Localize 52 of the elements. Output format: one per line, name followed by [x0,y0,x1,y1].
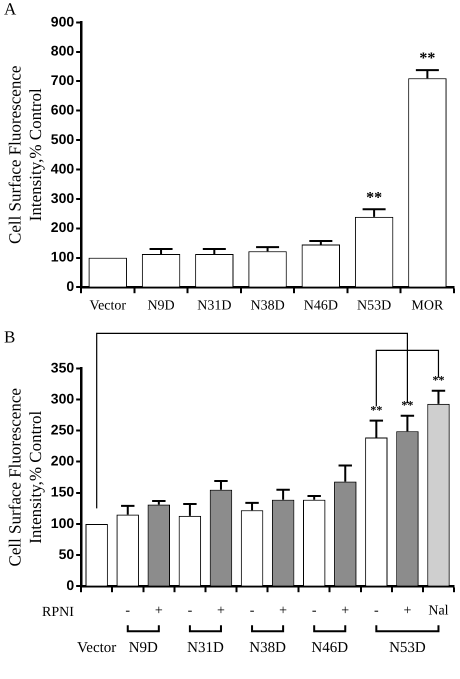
y-tick-label: 0 [66,278,74,294]
x-tick-label: N46D [304,298,338,314]
y-tick-label: 700 [50,72,74,88]
x-tick-label: + [341,603,350,618]
text: N9D [128,640,158,656]
text: RPNI [42,604,74,620]
text: N46D [311,640,348,656]
x-tick-label: + [279,603,288,618]
x-tick-label: Vector [90,298,126,314]
x-tick-label: N9D [147,298,175,314]
annotation: ** [432,372,444,387]
x-tick-label: N53D [356,298,392,314]
x-tick-label: + [217,603,226,618]
x-tick-label: - [188,603,193,618]
x-tick-label: - [312,603,317,618]
y-tick-label: 300 [50,190,74,206]
y-tick-label: 100 [50,514,74,531]
annotation: ** [370,402,382,417]
y-axis-title: Cell Surface Fluorescence Intensity,% Control [6,66,46,244]
annotation: ** [401,398,414,412]
x-tick-label: + [154,603,163,618]
y-tick-label: 600 [50,102,74,118]
y-tick-label: 200 [50,452,74,469]
text: N53D [389,640,426,656]
x-tick-label: - [374,603,379,618]
x-tick-label: N38D [250,298,285,314]
y-tick-label: 200 [50,219,74,236]
annotation: ** [366,189,382,206]
y-tick-label: 300 [50,390,74,406]
y-tick-label: 0 [66,577,74,594]
y-tick-label: 800 [50,42,74,59]
y-axis-title: Cell Surface Fluorescence Intensity,% Control [6,388,46,567]
y-tick-label: 900 [50,13,74,30]
x-tick-label: - [125,603,130,618]
y-tick-label: 250 [50,421,74,438]
y-tick-label: 350 [50,359,74,376]
x-tick-label: Nal [428,603,449,618]
y-tick-label: 500 [50,130,74,147]
text: Vector [77,640,116,656]
y-tick-label: 150 [50,484,74,500]
text: N38D [249,640,286,656]
y-tick-label: 50 [58,546,74,562]
chart-title: B [4,328,16,347]
chart-title: A [4,0,17,19]
y-tick-label: 100 [50,248,74,265]
text: N31D [187,640,224,656]
annotation: ** [419,50,436,68]
x-tick-label: MOR [411,298,444,314]
y-tick-label: 400 [50,160,74,176]
x-tick-label: N31D [197,298,232,314]
x-tick-label: - [250,603,255,618]
x-tick-label: + [403,603,412,618]
